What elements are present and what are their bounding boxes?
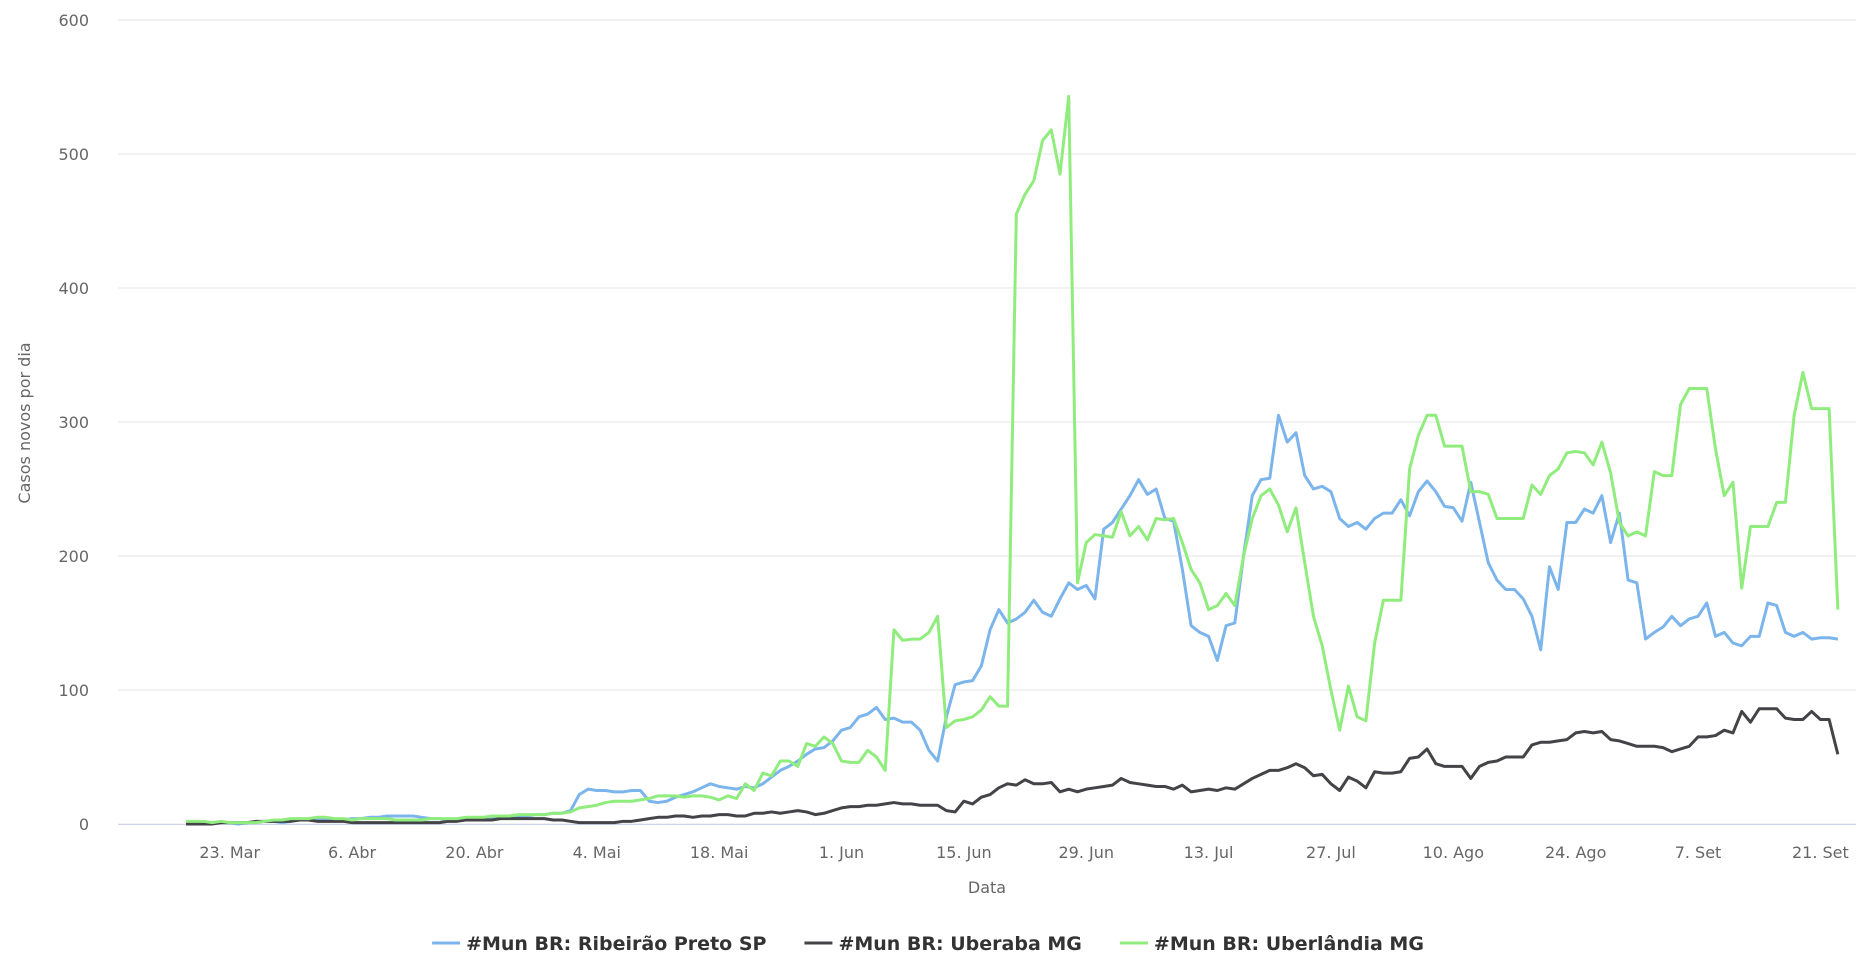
y-tick-label: 0 [79, 815, 89, 834]
legend-label: #Mun BR: Uberaba MG [838, 933, 1081, 955]
x-tick-label: 10. Ago [1423, 843, 1484, 862]
x-tick-label: 18. Mai [690, 843, 749, 862]
y-tick-label: 400 [58, 279, 89, 298]
x-tick-label: 21. Set [1792, 843, 1849, 862]
y-tick-label: 600 [58, 11, 89, 30]
series-line [186, 707, 1840, 826]
x-tick-label: 7. Set [1675, 843, 1722, 862]
y-tick-label: 300 [58, 413, 89, 432]
x-tick-label: 29. Jun [1058, 843, 1114, 862]
y-axis-title: Casos novos por dia [15, 342, 34, 503]
x-tick-label: 23. Mar [199, 843, 260, 862]
x-tick-label: 4. Mai [573, 843, 621, 862]
legend-label: #Mun BR: Uberlândia MG [1154, 933, 1424, 955]
x-tick-label: 15. Jun [936, 843, 992, 862]
x-axis-title: Data [968, 878, 1006, 897]
x-tick-label: 1. Jun [819, 843, 864, 862]
x-tick-label: 27. Jul [1306, 843, 1356, 862]
x-tick-label: 13. Jul [1184, 843, 1234, 862]
series-line [186, 94, 1840, 825]
x-tick-label: 24. Ago [1545, 843, 1606, 862]
x-tick-label: 20. Abr [445, 843, 504, 862]
x-tick-label: 6. Abr [328, 843, 376, 862]
legend-label: #Mun BR: Ribeirão Preto SP [466, 933, 766, 955]
y-tick-label: 200 [58, 547, 89, 566]
y-tick-label: 100 [58, 681, 89, 700]
y-tick-label: 500 [58, 145, 89, 164]
legend: #Mun BR: Ribeirão Preto SP #Mun BR: Ubera… [432, 933, 1424, 955]
